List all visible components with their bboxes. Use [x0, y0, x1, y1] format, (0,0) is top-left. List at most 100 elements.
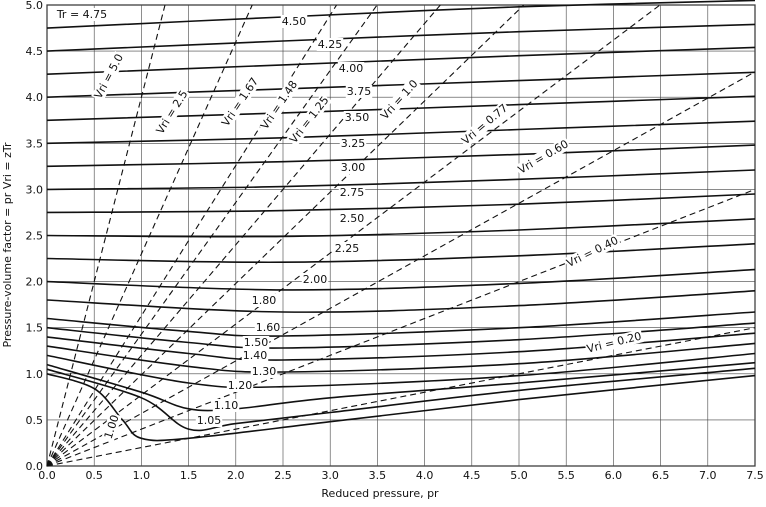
- label-backing: [195, 414, 223, 427]
- vr-label: Vri = 1.48: [258, 78, 300, 132]
- label-backing: [241, 349, 269, 362]
- isotherm-label: 1.20: [228, 379, 253, 392]
- x-tick-label: 4.0: [416, 469, 434, 482]
- vr-dashed-line: [46, 4, 253, 467]
- isotherm-curve: [46, 218, 756, 238]
- x-tick-label: 2.0: [227, 469, 245, 482]
- label-backing: [91, 50, 127, 102]
- isotherm-label: 3.00: [341, 161, 366, 174]
- vr-dashed-line: [46, 4, 378, 467]
- x-tick-label: 0.0: [38, 469, 56, 482]
- x-tick-label: 1.0: [133, 469, 151, 482]
- axis-ticks: 0.0 0.5 1.0 1.5 2.0 2.5 3.0 3.5 4.0 4.5 5.0 5.5 6.0 6…: [26, 0, 764, 482]
- label-backing: [339, 161, 367, 174]
- vr-label: Vri = 0.77: [459, 101, 510, 147]
- label-backing: [54, 8, 109, 21]
- vr-dashed-line: [46, 327, 756, 467]
- label-backing: [250, 294, 278, 307]
- vr-label: Vri = 2.5: [154, 88, 191, 136]
- isotherm-curve: [46, 120, 756, 145]
- label-backing: [316, 38, 344, 51]
- isotherm-label: 1.05: [197, 414, 222, 427]
- x-tick-label: 3.5: [369, 469, 387, 482]
- y-tick-label: 2.5: [26, 230, 44, 243]
- x-axis-title: Reduced pressure, pr: [321, 487, 439, 500]
- label-backing: [337, 62, 365, 75]
- isotherm-curve: [46, 361, 756, 412]
- isotherm-label: 4.50: [282, 15, 307, 28]
- x-tick-label: 2.5: [274, 469, 292, 482]
- isotherm-label: 4.00: [339, 62, 364, 75]
- isotherm-label: 1.60: [256, 321, 281, 334]
- x-tick-label: 1.5: [180, 469, 198, 482]
- isotherm-curve: [46, 46, 756, 75]
- isotherm-curve: [46, 342, 756, 373]
- isotherm-label: 2.75: [340, 186, 365, 199]
- isotherm-label: 1.40: [243, 349, 268, 362]
- label-backing: [458, 100, 512, 148]
- x-tick-label: 0.5: [85, 469, 103, 482]
- isotherm-curve: [46, 23, 756, 52]
- vr-label: Vri = 5.0: [92, 52, 126, 101]
- isotherm-label: 3.25: [341, 137, 366, 150]
- label-backing: [343, 111, 371, 124]
- y-tick-label: 0.0: [26, 460, 44, 473]
- label-backing: [563, 233, 622, 271]
- label-backing: [254, 321, 282, 334]
- x-tick-label: 6.5: [652, 469, 670, 482]
- label-backing: [338, 186, 366, 199]
- x-tick-label: 7.0: [699, 469, 717, 482]
- curve-labels: 4.50 4.25 4.00 3.75 3.50 3.25 3.00 2.75 2.50 2.25…: [54, 8, 644, 442]
- label-backing: [345, 85, 373, 98]
- isotherm-label: 1.50: [244, 336, 269, 349]
- isotherm-curve: [46, 322, 756, 349]
- isotherm-label: 1.00: [102, 413, 122, 440]
- y-axis-title: Pressure-volume factor = pr Vri = zTr: [1, 142, 14, 348]
- label-backing: [280, 15, 308, 28]
- vr-dashed-line: [46, 71, 756, 467]
- x-tick-label: 5.0: [510, 469, 528, 482]
- vr-label: Vri = 1.25: [287, 94, 332, 146]
- label-backing: [101, 412, 122, 442]
- label-backing: [338, 212, 366, 225]
- label-backing: [212, 399, 240, 412]
- x-tick-label: 6.0: [605, 469, 623, 482]
- isotherm-label: 2.50: [340, 212, 365, 225]
- label-backing: [377, 76, 422, 123]
- y-tick-label: 1.5: [26, 322, 44, 335]
- isotherm-curve: [46, 71, 756, 98]
- isotherm-curve: [46, 144, 756, 168]
- x-tick-label: 4.5: [463, 469, 481, 482]
- vr-dashed-line: [46, 4, 661, 467]
- y-tick-label: 1.0: [26, 368, 44, 381]
- isotherm-label: 4.25: [318, 38, 343, 51]
- isotherm-curve: [46, 373, 756, 442]
- isotherm-label: 1.10: [214, 399, 239, 412]
- label-backing: [514, 136, 572, 178]
- label-backing: [333, 242, 361, 255]
- label-backing: [242, 336, 270, 349]
- isotherm-curve: [46, 193, 756, 214]
- isotherm-label: 1.30: [252, 365, 277, 378]
- isotherm-lines: [46, 0, 756, 442]
- isotherm-curve: [46, 352, 756, 389]
- vr-label: Vri = 1.67: [219, 75, 261, 129]
- isotherm-label: 3.75: [347, 85, 372, 98]
- isotherm-curve: [46, 268, 756, 291]
- vr-dashed-line: [46, 188, 756, 467]
- label-backing: [257, 77, 301, 133]
- label-backing: [301, 273, 329, 286]
- isotherm-label: 2.25: [335, 242, 360, 255]
- isotherm-curve: [46, 169, 756, 191]
- y-tick-label: 3.5: [26, 137, 44, 150]
- label-backing: [153, 87, 192, 138]
- isotherm-curve: [46, 95, 756, 122]
- isotherm-label: 2.00: [303, 273, 328, 286]
- y-tick-label: 2.0: [26, 276, 44, 289]
- y-tick-label: 0.5: [26, 414, 44, 427]
- y-tick-label: 4.5: [26, 45, 44, 58]
- y-tick-label: 3.0: [26, 183, 44, 196]
- label-backing: [584, 329, 644, 356]
